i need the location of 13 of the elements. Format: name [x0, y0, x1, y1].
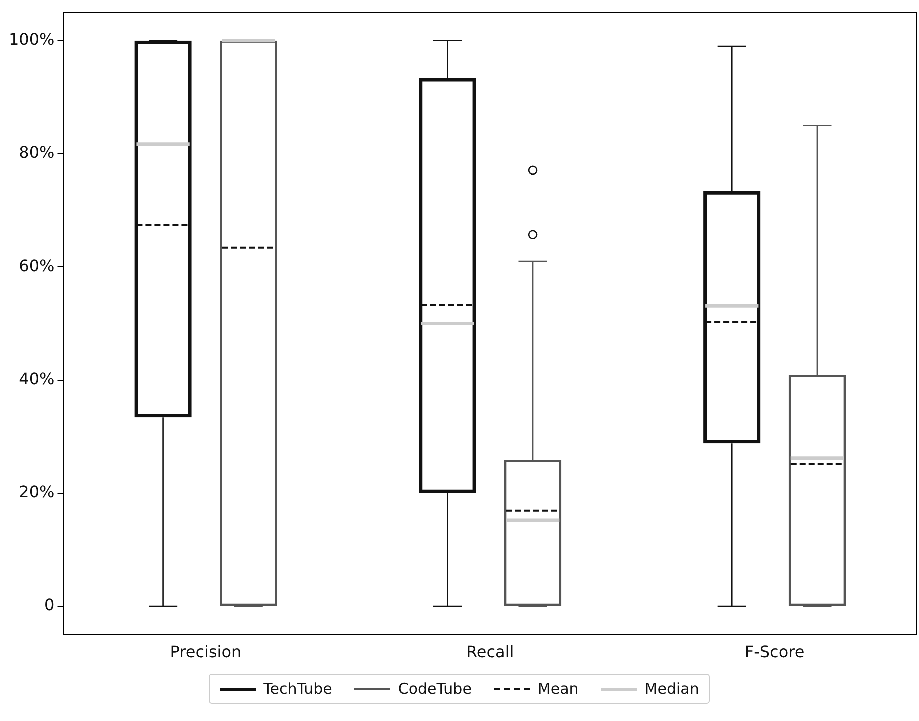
legend-label: CodeTube [398, 680, 472, 698]
y-tick-label: 20% [19, 482, 55, 502]
y-tick-label: 80% [19, 143, 55, 162]
x-tick-label: F-Score [744, 642, 805, 662]
y-tick-label: 0 [44, 596, 55, 615]
y-tick-label: 60% [19, 256, 55, 276]
x-tick-label: Recall [466, 642, 514, 662]
text: Mean [538, 680, 579, 698]
legend-label: TechTube [264, 680, 332, 698]
y-tick-label: 40% [19, 369, 55, 388]
text: Median [644, 680, 700, 698]
x-tick-label: Precision [170, 642, 242, 662]
y-tick-label: 100% [8, 30, 55, 50]
